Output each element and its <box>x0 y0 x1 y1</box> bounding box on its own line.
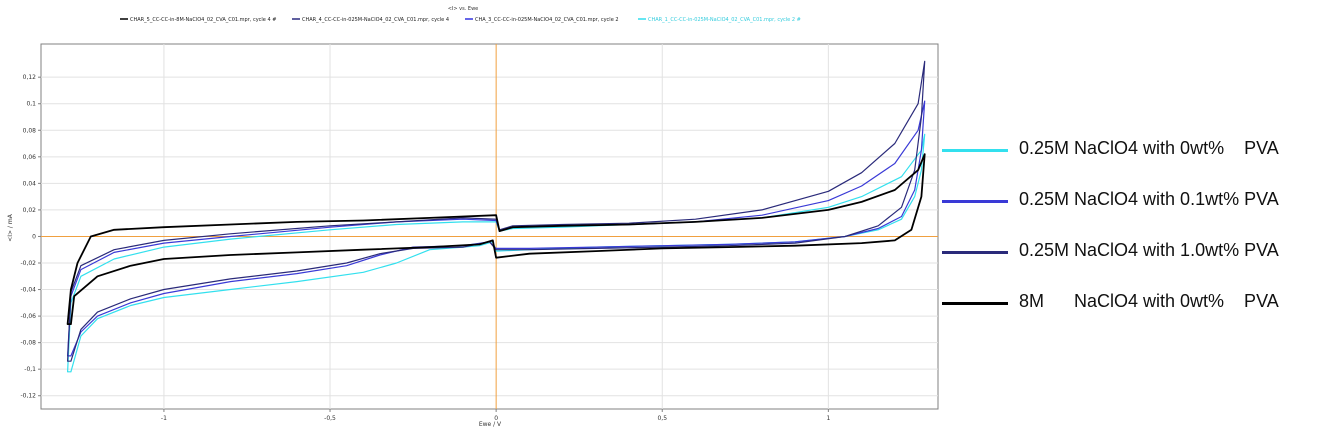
y-tick-label: -0,12 <box>20 393 36 400</box>
legend-item: 0.25M NaClO4 with 1.0wt% PVA <box>942 234 1322 285</box>
x-tick-label: -0,5 <box>324 415 336 422</box>
y-tick-label: 0,1 <box>26 101 36 108</box>
y-tick-label: -0,06 <box>20 313 36 320</box>
legend-item: 0.25M NaClO4 with 0wt% PVA <box>942 132 1322 183</box>
x-tick-label: 0,5 <box>657 415 667 422</box>
legend-swatch <box>942 149 1008 152</box>
legend-swatch <box>942 251 1008 254</box>
legend-label: 0.25M NaClO4 with 1.0wt% PVA <box>1019 240 1279 260</box>
grid <box>41 44 938 409</box>
chart-title: <I> vs. Ewe <box>448 6 479 12</box>
x-axis-title: Ewe / V <box>479 421 502 428</box>
x-tick-label: -1 <box>161 415 167 422</box>
y-tick-label: 0,04 <box>23 180 37 187</box>
x-tick-label: 0 <box>494 415 498 422</box>
series-line <box>67 60 926 362</box>
series-line <box>66 153 926 325</box>
legend-label: 0.25M NaClO4 with 0.1wt% PVA <box>1019 189 1279 209</box>
y-tick-label: -0,04 <box>20 287 36 294</box>
legend-swatch <box>942 302 1008 305</box>
top-legend-label: CHA_3_CC-CC-in-025M-NaClO4_02_CVA_C01.mp… <box>475 17 619 23</box>
zero-lines <box>41 44 938 409</box>
x-tick-label: 1 <box>826 415 830 422</box>
legend-label: 8M NaClO4 with 0wt% PVA <box>1019 291 1279 311</box>
top-legend: CHAR_5_CC-CC-in-8M-NaClO4_02_CVA_C01.mpr… <box>120 17 801 23</box>
legend: 0.25M NaClO4 with 0wt% PVA 0.25M NaClO4 … <box>942 132 1322 336</box>
y-tick-label: 0,06 <box>23 154 37 161</box>
legend-label: 0.25M NaClO4 with 0wt% PVA <box>1019 138 1279 158</box>
legend-item: 0.25M NaClO4 with 0.1wt% PVA <box>942 183 1322 234</box>
y-tick-label: -0,1 <box>24 366 36 373</box>
top-legend-label: CHAR_5_CC-CC-in-8M-NaClO4_02_CVA_C01.mpr… <box>130 17 276 23</box>
series-group <box>66 60 926 373</box>
top-legend-label: CHAR_4_CC-CC-in-025M-NaClO4_02_CVA_C01.m… <box>302 17 449 23</box>
y-tick-label: 0 <box>32 233 36 240</box>
legend-swatch <box>942 200 1008 203</box>
y-tick-label: 0,02 <box>23 207 37 214</box>
top-legend-label: CHAR_1_CC-CC-in-025M-NaClO4_02_CVA_C01.m… <box>648 17 801 23</box>
ticks: 0,12 0,1 0,08 0,06 0,04 0,02 0 -0,02 -0,04 -0,06 -… <box>20 74 830 422</box>
y-tick-label: 0,12 <box>23 74 37 81</box>
y-axis-title: <I> / mA <box>7 213 14 242</box>
y-tick-label: -0,02 <box>20 260 36 267</box>
legend-item: 8M NaClO4 with 0wt% PVA <box>942 285 1322 336</box>
y-tick-label: 0,08 <box>23 127 37 134</box>
series-line <box>67 133 926 373</box>
y-tick-label: -0,08 <box>20 340 36 347</box>
series-line <box>67 100 926 357</box>
